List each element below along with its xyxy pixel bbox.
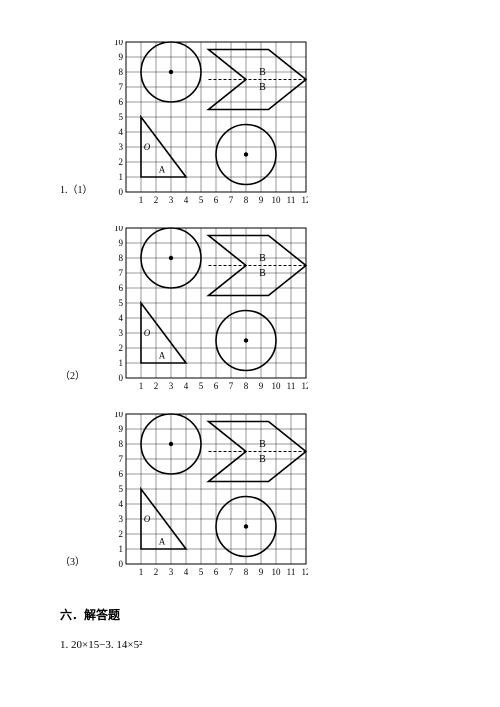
svg-text:2: 2 [119, 529, 124, 539]
svg-text:7: 7 [119, 268, 124, 278]
svg-text:6: 6 [214, 567, 219, 577]
svg-text:4: 4 [184, 381, 189, 391]
svg-text:A: A [159, 165, 166, 175]
svg-text:10: 10 [114, 226, 124, 233]
svg-text:O: O [144, 142, 151, 152]
svg-text:10: 10 [114, 412, 124, 419]
figure-1-svg-holder: 012345678910123456789101112BBOA [108, 40, 308, 206]
svg-text:1: 1 [119, 358, 124, 368]
svg-text:6: 6 [119, 97, 124, 107]
svg-text:A: A [159, 537, 166, 547]
svg-text:11: 11 [287, 195, 296, 205]
svg-text:O: O [144, 328, 151, 338]
svg-text:12: 12 [302, 195, 309, 205]
svg-text:4: 4 [119, 313, 124, 323]
grid-figure: 012345678910123456789101112BBOA [108, 412, 308, 578]
section-6-heading: 六．解答题 [60, 606, 440, 623]
figure-1-label: 1.（1） [60, 181, 108, 206]
svg-text:B: B [259, 253, 266, 264]
svg-text:B: B [259, 454, 266, 465]
figure-3: （3） 012345678910123456789101112BBOA [60, 412, 440, 578]
svg-text:9: 9 [119, 52, 124, 62]
svg-text:3: 3 [119, 328, 124, 338]
svg-text:5: 5 [199, 381, 204, 391]
svg-text:10: 10 [272, 195, 282, 205]
svg-text:6: 6 [119, 469, 124, 479]
svg-text:5: 5 [119, 298, 124, 308]
svg-text:4: 4 [184, 195, 189, 205]
svg-text:5: 5 [199, 195, 204, 205]
svg-text:7: 7 [229, 381, 234, 391]
svg-text:5: 5 [119, 112, 124, 122]
svg-text:1: 1 [139, 567, 144, 577]
svg-text:0: 0 [119, 559, 124, 569]
svg-text:9: 9 [259, 195, 264, 205]
svg-text:11: 11 [287, 567, 296, 577]
svg-text:0: 0 [119, 373, 124, 383]
svg-text:12: 12 [302, 567, 309, 577]
svg-text:8: 8 [244, 567, 249, 577]
section-6-problem-1: 1. 20×15−3. 14×5² [60, 639, 440, 651]
figure-3-label: （3） [60, 553, 108, 578]
figure-2-label: （2） [60, 367, 108, 392]
svg-text:6: 6 [214, 195, 219, 205]
svg-text:4: 4 [119, 499, 124, 509]
svg-text:0: 0 [119, 187, 124, 197]
svg-text:4: 4 [119, 127, 124, 137]
svg-text:7: 7 [229, 195, 234, 205]
svg-text:5: 5 [119, 484, 124, 494]
svg-text:8: 8 [244, 381, 249, 391]
svg-text:2: 2 [119, 157, 124, 167]
figure-2-svg-holder: 012345678910123456789101112BBOA [108, 226, 308, 392]
svg-text:7: 7 [229, 567, 234, 577]
svg-text:B: B [259, 82, 266, 93]
svg-text:3: 3 [169, 381, 174, 391]
svg-text:8: 8 [244, 195, 249, 205]
svg-text:B: B [259, 67, 266, 78]
svg-text:2: 2 [154, 381, 159, 391]
svg-text:9: 9 [259, 381, 264, 391]
svg-text:5: 5 [199, 567, 204, 577]
svg-text:10: 10 [272, 381, 282, 391]
grid-figure: 012345678910123456789101112BBOA [108, 40, 308, 206]
svg-text:7: 7 [119, 82, 124, 92]
svg-text:10: 10 [114, 40, 124, 47]
svg-text:8: 8 [119, 439, 124, 449]
svg-text:3: 3 [119, 514, 124, 524]
grid-figure: 012345678910123456789101112BBOA [108, 226, 308, 392]
svg-text:2: 2 [154, 195, 159, 205]
svg-text:1: 1 [139, 195, 144, 205]
svg-text:A: A [159, 351, 166, 361]
svg-text:9: 9 [119, 238, 124, 248]
svg-text:1: 1 [119, 172, 124, 182]
svg-text:10: 10 [272, 567, 282, 577]
svg-text:1: 1 [119, 544, 124, 554]
svg-text:7: 7 [119, 454, 124, 464]
svg-text:3: 3 [169, 567, 174, 577]
svg-text:11: 11 [287, 381, 296, 391]
svg-text:12: 12 [302, 381, 309, 391]
svg-text:1: 1 [139, 381, 144, 391]
svg-text:8: 8 [119, 253, 124, 263]
svg-text:4: 4 [184, 567, 189, 577]
svg-text:3: 3 [169, 195, 174, 205]
svg-text:B: B [259, 268, 266, 279]
figure-3-svg-holder: 012345678910123456789101112BBOA [108, 412, 308, 578]
svg-text:6: 6 [214, 381, 219, 391]
svg-text:3: 3 [119, 142, 124, 152]
svg-text:B: B [259, 439, 266, 450]
figure-1: 1.（1） 012345678910123456789101112BBOA [60, 40, 440, 206]
svg-text:9: 9 [259, 567, 264, 577]
figure-2: （2） 012345678910123456789101112BBOA [60, 226, 440, 392]
svg-text:O: O [144, 514, 151, 524]
svg-text:2: 2 [119, 343, 124, 353]
svg-text:8: 8 [119, 67, 124, 77]
svg-text:2: 2 [154, 567, 159, 577]
svg-text:9: 9 [119, 424, 124, 434]
svg-text:6: 6 [119, 283, 124, 293]
